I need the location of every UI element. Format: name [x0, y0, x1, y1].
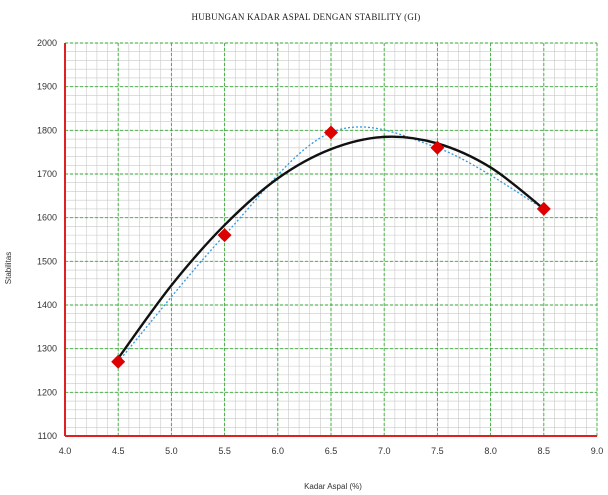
axes	[64, 43, 597, 437]
data-point-marker	[324, 125, 338, 140]
y-tick-label: 1400	[37, 300, 57, 310]
data-point-marker	[430, 140, 445, 155]
x-tick-label: 5.0	[165, 446, 178, 456]
y-axis-label: Stabilitas	[4, 252, 13, 284]
y-tick-label: 1300	[37, 344, 57, 354]
y-tick-label: 1500	[37, 256, 57, 266]
y-tick-label: 1600	[37, 213, 57, 223]
x-tick-labels: 4.0 4.5 5.0 5.5 6.0 6.5 7.0 7.5 8.0 8.5 9.0	[59, 446, 604, 456]
x-tick-label: 6.0	[272, 446, 285, 456]
y-tick-label: 1700	[37, 169, 57, 179]
x-tick-label: 8.0	[484, 446, 497, 456]
x-tick-label: 6.5	[325, 446, 338, 456]
x-tick-label: 5.5	[218, 446, 231, 456]
x-tick-label: 9.0	[591, 446, 604, 456]
x-tick-label: 4.5	[112, 446, 125, 456]
trend-curve	[117, 135, 545, 359]
y-tick-label: 1800	[37, 125, 57, 135]
chart-title: HUBUNGAN KADAR ASPAL DENGAN STABILITY (G…	[192, 12, 421, 22]
data-point-marker	[111, 354, 126, 369]
y-tick-labels: 1100 1200 1300 1400 1500 1600 1700 1800 1900 2000	[37, 38, 57, 441]
x-tick-label: 7.5	[431, 446, 444, 456]
major-grid	[65, 42, 598, 436]
x-tick-label: 7.0	[378, 446, 391, 456]
series-layer	[111, 125, 551, 369]
y-tick-label: 2000	[37, 38, 57, 48]
x-tick-label: 8.5	[538, 446, 551, 456]
y-tick-label: 1900	[37, 82, 57, 92]
data-point-marker	[217, 228, 232, 243]
y-tick-label: 1100	[38, 431, 57, 441]
y-tick-label: 1200	[37, 387, 57, 397]
x-axis-label: Kadar Aspal (%)	[304, 482, 362, 491]
x-tick-label: 4.0	[59, 446, 72, 456]
data-point-marker	[536, 201, 551, 216]
